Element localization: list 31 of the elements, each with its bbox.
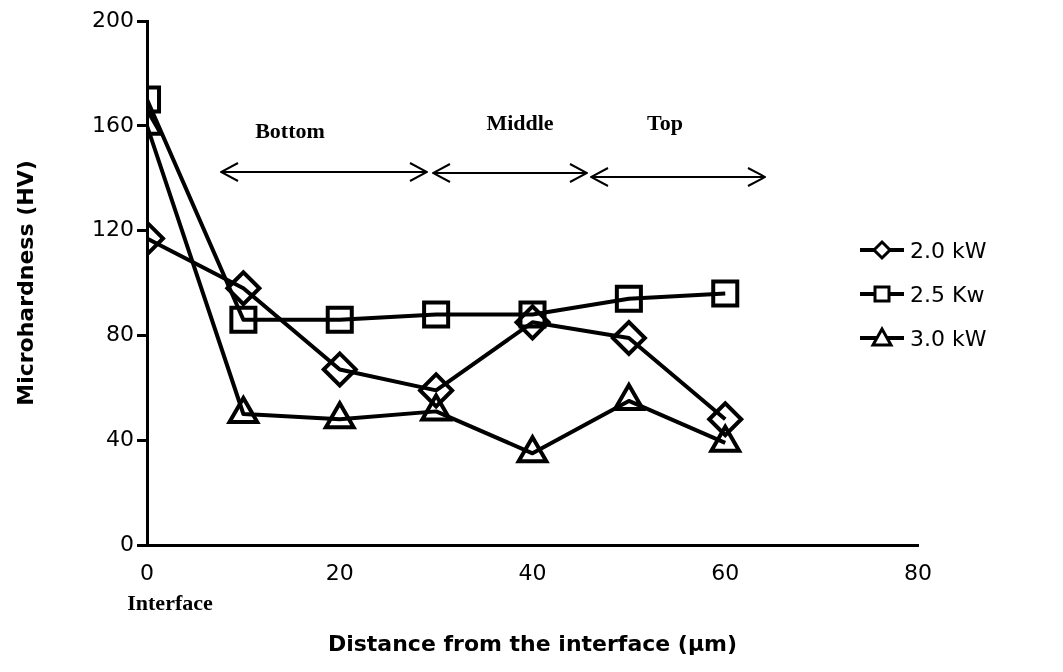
y-tick-label: 80 — [106, 321, 134, 347]
annotation: Middle — [486, 110, 554, 136]
legend-label: 2.0 kW — [910, 237, 987, 263]
x-tick-label: 0 — [140, 559, 154, 585]
annotation: Top — [647, 110, 683, 136]
point — [614, 284, 643, 313]
text: Interface — [127, 590, 213, 616]
point — [418, 372, 455, 409]
point — [229, 305, 258, 334]
x-tick-label: 60 — [711, 559, 740, 585]
y-tick-label: 200 — [92, 6, 134, 32]
annotation: Bottom — [255, 118, 325, 144]
point — [711, 279, 740, 308]
point — [225, 270, 262, 307]
x-tick-label: 20 — [325, 559, 354, 585]
y-tick-label: 40 — [106, 425, 134, 451]
x-tick-label: 40 — [518, 559, 547, 585]
point — [321, 351, 358, 388]
y-tick-label: 160 — [92, 111, 134, 137]
point — [707, 401, 744, 438]
x-tick-label: 80 — [904, 559, 932, 585]
y-tick-label: 120 — [92, 216, 134, 242]
point — [610, 320, 647, 357]
legend-label: 3.0 kW — [910, 325, 987, 351]
y-tick-label: 0 — [120, 530, 134, 556]
point — [325, 305, 354, 334]
y-axis-title: Microhardness (HV) — [12, 160, 38, 406]
point — [422, 300, 451, 329]
point — [514, 304, 551, 341]
x-axis-title: Distance from the interface (µm) — [327, 630, 738, 656]
legend-label: 2.5 Kw — [910, 281, 985, 307]
